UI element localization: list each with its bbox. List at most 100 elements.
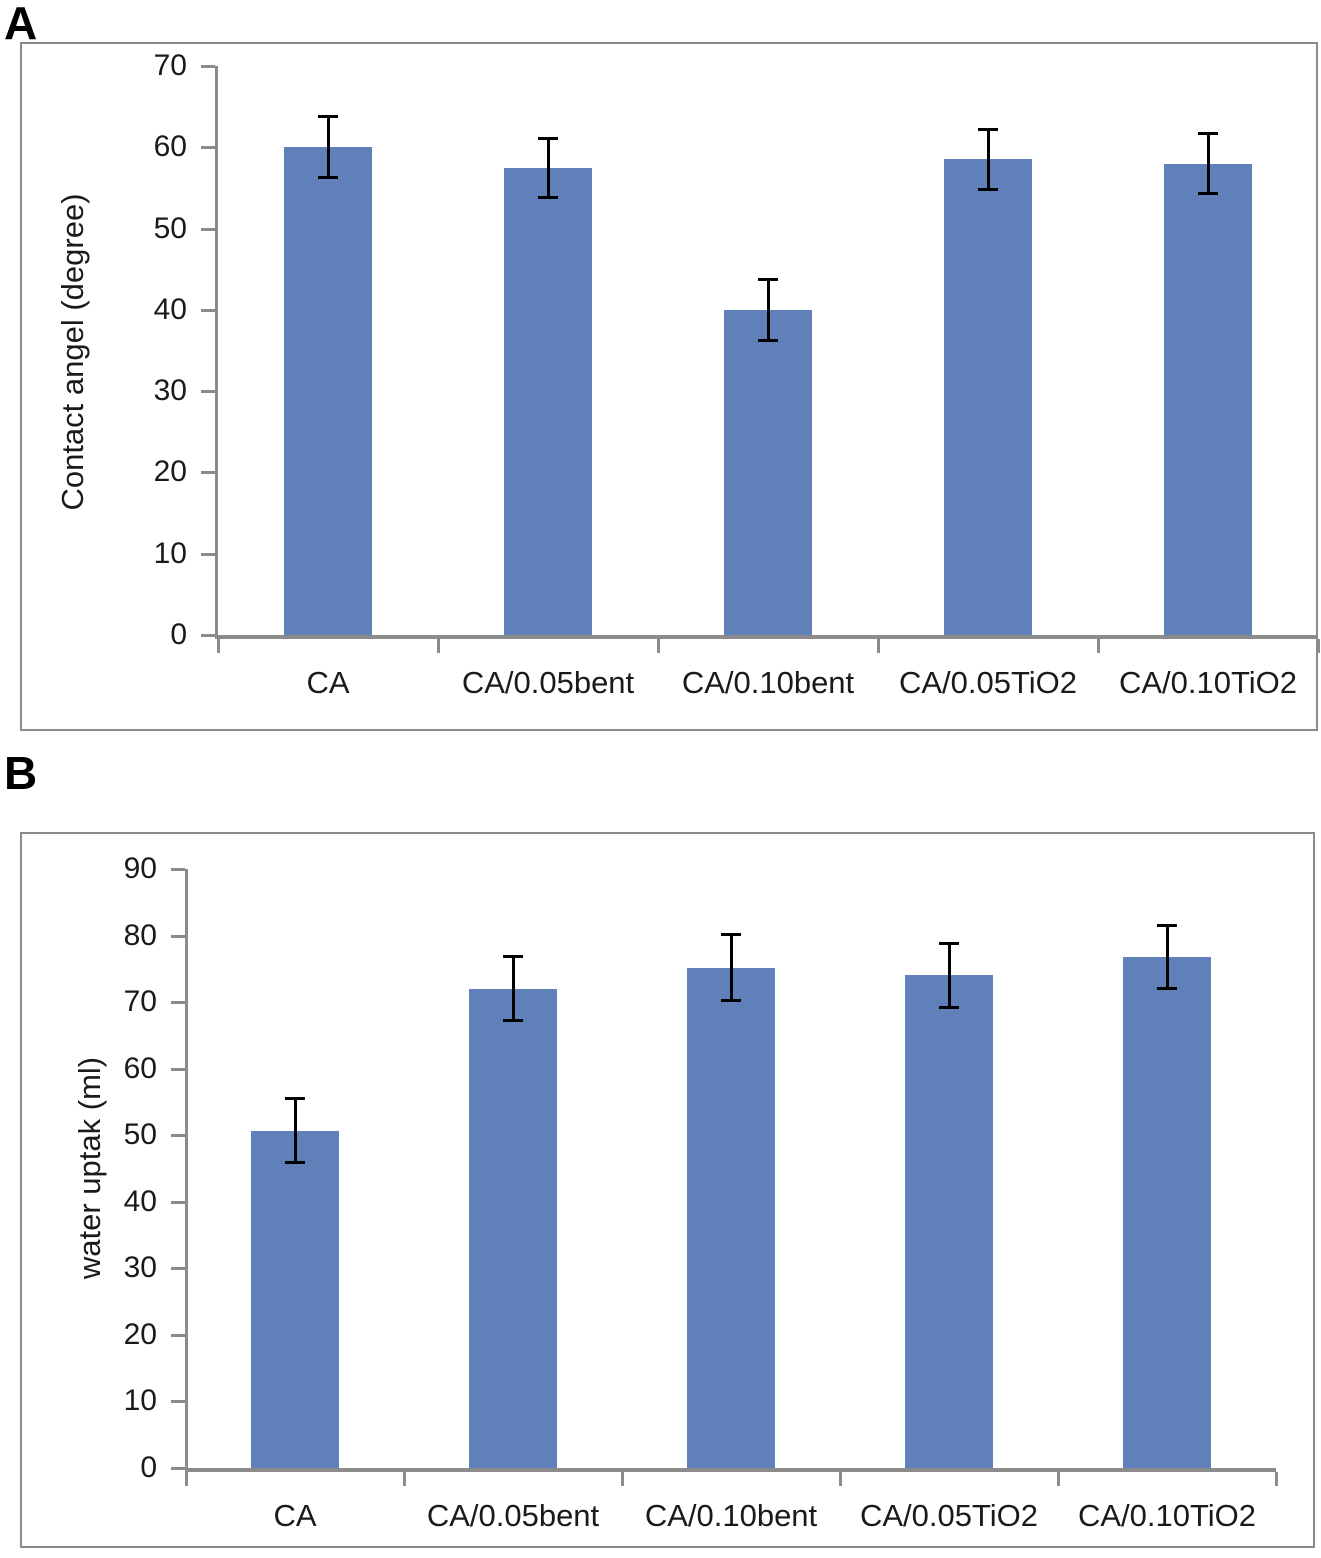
y-tick-label: 40: [123, 1184, 157, 1218]
error-bar-stem: [729, 934, 733, 1001]
y-tick: [201, 146, 215, 150]
error-bar-cap-bottom: [978, 187, 998, 191]
x-tick: [657, 639, 660, 653]
bar: [469, 988, 557, 1468]
error-bar-cap-bottom: [538, 196, 558, 200]
error-bar-stem: [1206, 132, 1210, 195]
error-bar-cap-top: [721, 933, 741, 937]
y-tick: [171, 1333, 185, 1337]
x-tick: [1097, 639, 1100, 653]
error-bar-stem: [1165, 924, 1169, 989]
y-tick: [201, 634, 215, 637]
x-category-label: CA/0.05bent: [426, 1498, 600, 1533]
y-axis-line: [215, 66, 218, 639]
y-tick-label: 10: [123, 1384, 157, 1418]
bar: [251, 1130, 339, 1468]
bar: [905, 975, 993, 1468]
bar: [284, 147, 372, 635]
x-category-label: CA/0.05bent: [461, 665, 635, 700]
x-tick: [403, 1472, 406, 1486]
x-category-label: CA: [306, 665, 350, 700]
error-bar-cap-bottom: [721, 998, 741, 1002]
error-bar-cap-top: [1157, 923, 1177, 927]
error-bar-cap-bottom: [1157, 986, 1177, 990]
error-bar-cap-top: [978, 128, 998, 132]
x-tick: [185, 1472, 188, 1486]
x-tick: [1057, 1472, 1060, 1486]
error-bar-cap-bottom: [758, 338, 778, 342]
y-tick-label: 0: [170, 618, 187, 651]
x-tick: [839, 1472, 842, 1486]
x-category-label: CA/0.10bent: [681, 665, 855, 700]
panel-b-label: B: [4, 747, 38, 799]
y-tick-label: 20: [153, 455, 187, 489]
panel-b-chart: water uptak (ml) 0 10 20 30 40 50 60 70 80 90 CA CA…: [20, 832, 1315, 1548]
x-category-label: CA/0.10TiO2: [1118, 665, 1298, 700]
error-bar-stem: [986, 129, 990, 190]
panel-a-y-axis-title: Contact angel (degree): [55, 193, 90, 511]
y-axis-line: [185, 869, 188, 1472]
x-tick: [621, 1472, 624, 1486]
x-tick: [1275, 1472, 1278, 1486]
x-axis-line: [185, 1468, 1276, 1472]
panel-b-y-axis-title: water uptak (ml): [72, 1056, 107, 1280]
y-tick-label: 60: [123, 1051, 157, 1085]
y-tick-label: 80: [123, 918, 157, 952]
y-tick: [201, 65, 215, 68]
y-tick: [201, 552, 215, 556]
error-bar-cap-top: [503, 955, 523, 959]
bar: [504, 168, 592, 635]
y-tick: [201, 390, 215, 394]
y-tick: [171, 1067, 185, 1071]
y-tick-label: 0: [140, 1451, 157, 1484]
error-bar-cap-top: [939, 941, 959, 945]
error-bar-cap-bottom: [285, 1161, 305, 1165]
y-tick: [171, 1467, 185, 1470]
y-tick: [171, 1001, 185, 1005]
y-tick: [171, 1267, 185, 1271]
x-category-label: CA/0.05TiO2: [898, 665, 1078, 700]
y-tick-label: 90: [123, 852, 157, 885]
x-tick: [217, 639, 220, 653]
bar: [1123, 956, 1211, 1468]
error-bar-cap-top: [285, 1096, 305, 1100]
y-tick-label: 40: [153, 292, 187, 326]
y-tick: [171, 1200, 185, 1204]
error-bar-cap-bottom: [318, 176, 338, 180]
x-category-label: CA/0.05TiO2: [859, 1498, 1039, 1533]
y-tick-label: 30: [153, 374, 187, 408]
y-tick: [201, 308, 215, 312]
error-bar-cap-top: [538, 137, 558, 141]
panel-a-chart: Contact angel (degree) 0 10 20 30 40 50 60 70 CA…: [20, 42, 1320, 731]
error-bar-stem: [546, 138, 550, 199]
y-tick-label: 20: [123, 1317, 157, 1351]
x-category-label: CA: [273, 1498, 317, 1533]
x-category-label: CA/0.10TiO2: [1077, 1498, 1257, 1533]
y-tick-label: 30: [123, 1251, 157, 1285]
y-tick-label: 50: [153, 211, 187, 245]
error-bar-stem: [326, 116, 330, 179]
y-tick-label: 70: [153, 49, 187, 82]
y-tick-label: 60: [153, 130, 187, 164]
x-category-label: CA/0.10bent: [644, 1498, 818, 1533]
y-tick: [201, 227, 215, 231]
x-axis-line: [215, 635, 1316, 639]
error-bar-cap-bottom: [939, 1006, 959, 1010]
error-bar-cap-bottom: [503, 1019, 523, 1023]
error-bar-cap-top: [318, 115, 338, 119]
error-bar-stem: [947, 942, 951, 1009]
error-bar-cap-top: [1198, 131, 1218, 135]
y-tick: [171, 934, 185, 938]
error-bar-stem: [766, 278, 770, 341]
bar: [944, 159, 1032, 635]
bar: [687, 967, 775, 1468]
x-tick: [1317, 639, 1320, 653]
error-bar-cap-top: [758, 277, 778, 281]
bar: [1164, 163, 1252, 635]
error-bar-cap-bottom: [1198, 192, 1218, 196]
error-bar-stem: [511, 956, 515, 1022]
y-tick: [171, 1400, 185, 1404]
y-tick-label: 10: [153, 536, 187, 570]
panel-a-label: A: [4, 0, 38, 49]
y-tick: [171, 868, 185, 871]
